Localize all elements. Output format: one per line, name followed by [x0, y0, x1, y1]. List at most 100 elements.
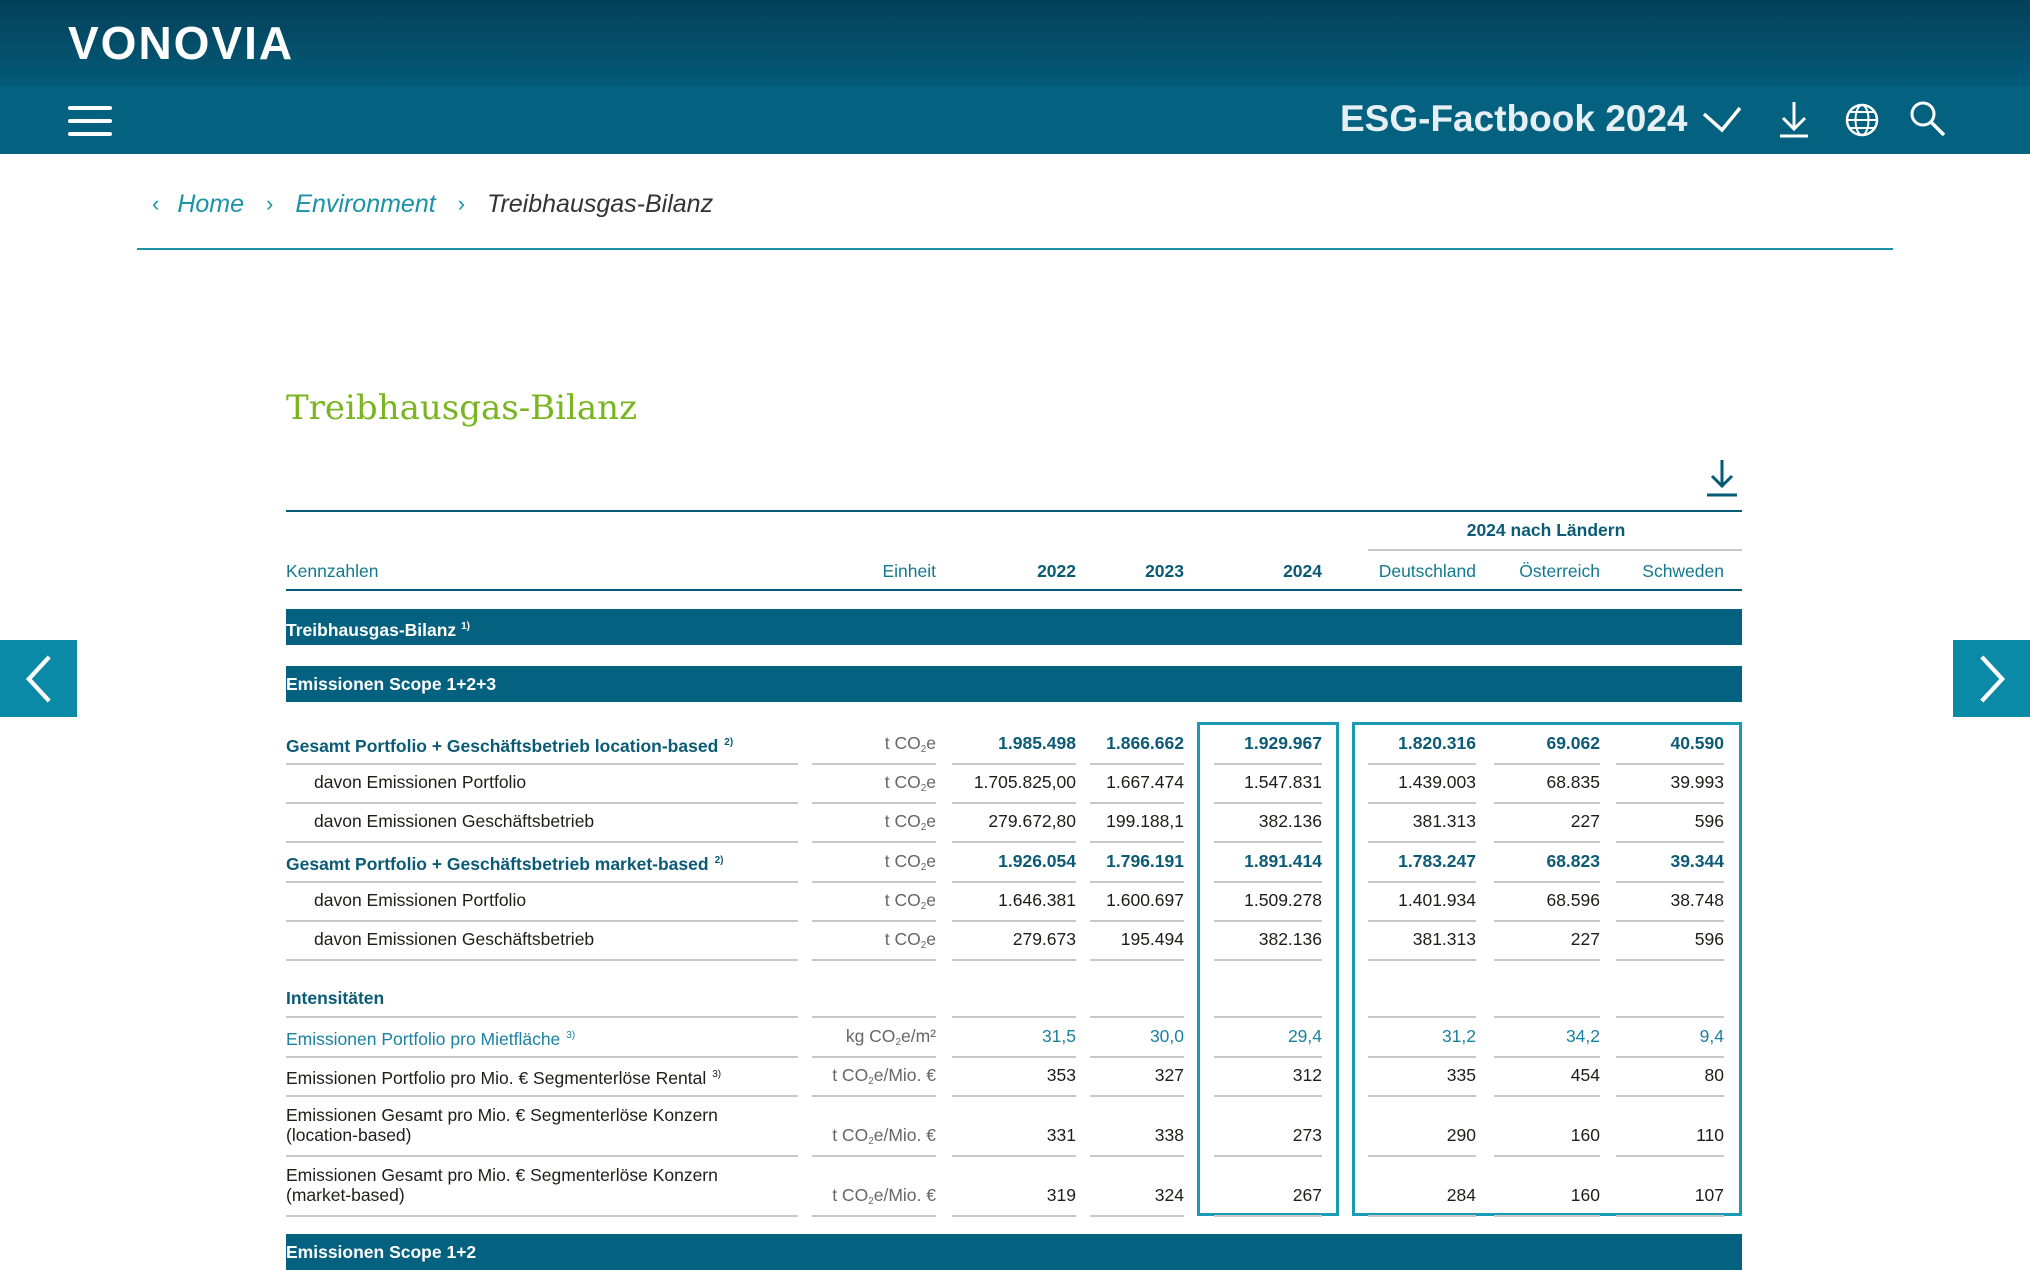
cell-deutschland: 1.401.934 [1398, 890, 1476, 910]
row-label-text: davon Emissionen Portfolio [314, 890, 527, 910]
cell-2024: 1.509.278 [1244, 890, 1322, 910]
row-divider [1214, 1056, 1322, 1058]
row-divider [1494, 1095, 1600, 1097]
row-divider [1368, 1016, 1476, 1018]
cell-2022: 1.926.054 [998, 851, 1076, 871]
cell-schweden: 9,4 [1699, 1026, 1724, 1046]
row-divider [286, 881, 798, 883]
row-divider [1368, 1095, 1476, 1097]
row-divider [286, 1215, 798, 1217]
col-einheit[interactable]: Einheit [882, 561, 936, 581]
row-divider [1494, 881, 1600, 883]
row-divider [1368, 959, 1476, 961]
row-divider [812, 881, 936, 883]
row-unit: t CO2e [884, 851, 936, 873]
row-divider [1090, 1215, 1184, 1217]
row-label: Gesamt Portfolio + Geschäftsbetrieb mark… [286, 851, 723, 874]
row-divider [1616, 802, 1724, 804]
previous-page-button[interactable] [0, 640, 77, 717]
table-download-icon[interactable] [1704, 458, 1740, 498]
row-unit: kg CO2e/m² [845, 1026, 936, 1048]
row-divider [286, 1016, 798, 1018]
row-divider [952, 959, 1076, 961]
breadcrumb-environment[interactable]: Environment [295, 189, 436, 218]
cell-deutschland: 381.313 [1412, 811, 1476, 831]
col-2024[interactable]: 2024 [1283, 561, 1322, 581]
cell-schweden: 40.590 [1670, 733, 1724, 753]
row-divider [952, 1056, 1076, 1058]
highlight-countries-columns [1352, 722, 1742, 1216]
cell-schweden: 80 [1704, 1065, 1724, 1085]
row-label-text: Gesamt Portfolio + Geschäftsbetrieb mark… [286, 854, 709, 874]
cell-2024: 1.547.831 [1244, 772, 1322, 792]
row-divider [1494, 920, 1600, 922]
row-divider [1616, 920, 1724, 922]
table-top-rule [286, 510, 1742, 512]
row-label: Emissionen Portfolio pro Mietfläche 3) [286, 1026, 575, 1049]
cell-oesterreich: 227 [1570, 929, 1600, 949]
col-2023[interactable]: 2023 [1145, 561, 1184, 581]
row-divider [1090, 959, 1184, 961]
next-page-button[interactable] [1953, 640, 2030, 717]
cell-2022: 31,5 [1041, 1026, 1076, 1046]
section-scope-123: Emissionen Scope 1+2+3 [286, 666, 1742, 702]
row-divider [1090, 841, 1184, 843]
cell-deutschland: 1.783.247 [1398, 851, 1476, 871]
cell-2024: 29,4 [1287, 1026, 1322, 1046]
footnote-ref: 3) [712, 1069, 722, 1080]
download-icon[interactable] [1770, 98, 1818, 142]
page-title: Treibhausgas-Bilanz [286, 388, 637, 428]
cell-oesterreich: 34,2 [1565, 1026, 1600, 1046]
breadcrumb-home[interactable]: Home [177, 189, 245, 218]
cell-2024: 382.136 [1258, 811, 1322, 831]
row-label-text: Emissionen Portfolio pro Mio. € Segmente… [286, 1068, 707, 1088]
row-divider [1214, 1016, 1322, 1018]
cell-oesterreich: 69.062 [1546, 733, 1600, 753]
row-label-text: Emissionen Gesamt pro Mio. € Segmenterlö… [286, 1165, 718, 1185]
chevron-down-icon[interactable] [1698, 98, 1746, 142]
vonovia-logo[interactable]: VONOVIA [68, 17, 295, 69]
row-divider [1368, 1155, 1476, 1157]
row-divider [1494, 841, 1600, 843]
globe-icon[interactable] [1838, 98, 1886, 142]
row-divider [1090, 1056, 1184, 1058]
row-divider [1616, 959, 1724, 961]
row-divider [812, 1155, 936, 1157]
section-label: Treibhausgas-Bilanz [286, 620, 457, 640]
col-oesterreich[interactable]: Österreich [1519, 561, 1600, 581]
row-divider [952, 1016, 1076, 1018]
col-kennzahlen[interactable]: Kennzahlen [286, 561, 379, 581]
cell-deutschland: 381.313 [1412, 929, 1476, 949]
row-divider [1214, 1095, 1322, 1097]
row-divider [1494, 802, 1600, 804]
row-label-text: davon Emissionen Geschäftsbetrieb [314, 929, 595, 949]
row-label-text: (market-based) [286, 1185, 405, 1205]
cell-2023: 1.796.191 [1106, 851, 1184, 871]
breadcrumb-current: Treibhausgas-Bilanz [487, 189, 714, 218]
row-divider [1368, 881, 1476, 883]
row-divider [1616, 763, 1724, 765]
cell-2023: 324 [1154, 1185, 1184, 1205]
menu-icon[interactable] [68, 106, 112, 136]
cell-oesterreich: 68.835 [1546, 772, 1600, 792]
row-divider [952, 1155, 1076, 1157]
cell-2023: 327 [1154, 1065, 1184, 1085]
row-divider [1368, 1215, 1476, 1217]
col-deutschland[interactable]: Deutschland [1378, 561, 1476, 581]
subheading-intensitaeten: Intensitäten [286, 988, 385, 1008]
chevron-left-icon[interactable]: ‹ [152, 191, 160, 216]
group-header-rule [1368, 549, 1742, 551]
col-2022[interactable]: 2022 [1037, 561, 1076, 581]
row-unit: t CO2e/Mio. € [832, 1185, 936, 1207]
cell-schweden: 596 [1694, 811, 1724, 831]
cell-deutschland: 1.439.003 [1398, 772, 1476, 792]
row-divider [286, 1056, 798, 1058]
search-icon[interactable] [1904, 98, 1952, 142]
row-divider [1090, 920, 1184, 922]
row-label-text: davon Emissionen Geschäftsbetrieb [314, 811, 595, 831]
row-divider [952, 881, 1076, 883]
row-divider [286, 763, 798, 765]
col-schweden[interactable]: Schweden [1642, 561, 1724, 581]
factbook-title[interactable]: ESG-Factbook 2024 [1340, 98, 1688, 139]
group-header: 2024 nach Ländern [1466, 520, 1626, 540]
